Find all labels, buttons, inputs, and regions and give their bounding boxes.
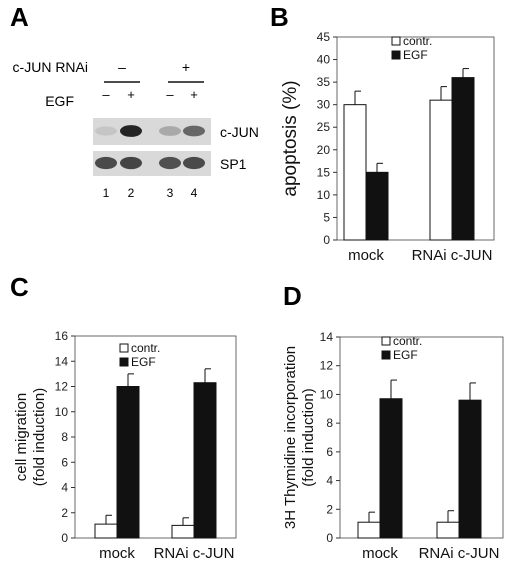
category-label-b-0: mock bbox=[348, 247, 384, 264]
chart-panel-d: 0 2 4 6 8 10 12 14 3H Thymidine incorporation (fo… bbox=[282, 330, 504, 561]
rnai-label: c-JUN RNAi bbox=[13, 59, 88, 75]
y-tick-label-b-5: 5 bbox=[323, 210, 330, 224]
y-axis-title-b: apoptosis (%) bbox=[280, 80, 301, 196]
y-tick-label-c-8: 8 bbox=[61, 430, 68, 444]
bar-b-rnai-c-jun-egf bbox=[451, 77, 475, 241]
panel-label-d: D bbox=[283, 281, 302, 311]
y-tick-label-b-0: 0 bbox=[323, 233, 330, 247]
lane-number-3: 3 bbox=[167, 186, 174, 200]
legend-swatch-b-1 bbox=[391, 50, 401, 60]
legend-label-c-0: contr. bbox=[131, 341, 160, 355]
band-label-c-jun: c-JUN bbox=[220, 124, 259, 140]
category-label-c-1: RNAi c-JUN bbox=[154, 545, 235, 561]
egf-sign-lane-4: + bbox=[190, 87, 198, 102]
y-tick-label-c-6: 6 bbox=[61, 455, 68, 469]
y-tick-label-b-45: 45 bbox=[317, 30, 331, 44]
band-c-jun-lane-3 bbox=[159, 126, 181, 136]
y-tick-label-c-4: 4 bbox=[61, 481, 68, 495]
panel-a-western-blot: c-JUN RNAi – + EGF – + – + c-JUN SP1 1 2… bbox=[13, 59, 259, 200]
band-sp1-lane-4 bbox=[183, 156, 205, 170]
lane-number-1: 1 bbox=[103, 186, 110, 200]
lane-number-4: 4 bbox=[191, 186, 198, 200]
y-tick-label-c-14: 14 bbox=[55, 354, 69, 368]
panel-label-c: C bbox=[10, 272, 29, 302]
panel-label-a: A bbox=[10, 2, 29, 32]
legend-label-d-0: contr. bbox=[393, 334, 422, 348]
bar-c-rnai-c-jun-contr bbox=[171, 524, 195, 539]
y-tick-label-c-10: 10 bbox=[55, 405, 69, 419]
chart-panel-b: 0 5 10 15 20 25 30 35 40 45 apoptosis (%) mock RNAi … bbox=[280, 30, 495, 264]
y-tick-label-b-35: 35 bbox=[317, 75, 331, 89]
bar-b-mock-egf bbox=[365, 171, 389, 241]
y-tick-label-c-16: 16 bbox=[55, 329, 69, 343]
rnai-sign-2: + bbox=[182, 59, 190, 75]
y-tick-label-d-10: 10 bbox=[320, 387, 334, 401]
egf-sign-lane-2: + bbox=[127, 87, 135, 102]
y-tick-label-d-2: 2 bbox=[326, 502, 333, 516]
y-tick-label-d-14: 14 bbox=[320, 330, 334, 344]
rnai-sign-1: – bbox=[118, 59, 126, 75]
y-tick-label-b-15: 15 bbox=[317, 165, 331, 179]
category-label-d-1: RNAi c-JUN bbox=[419, 545, 500, 561]
plot-frame-d bbox=[339, 336, 504, 539]
band-c-jun-lane-2 bbox=[120, 125, 142, 137]
band-label-sp1: SP1 bbox=[220, 156, 247, 172]
y-axis-title-c: cell migration bbox=[13, 393, 30, 481]
legend-label-d-1: EGF bbox=[393, 348, 418, 362]
legend-label-b-0: contr. bbox=[403, 34, 432, 48]
category-label-b-1: RNAi c-JUN bbox=[412, 247, 493, 264]
y-axis-subtitle-d: (fold induction) bbox=[300, 388, 317, 486]
blot-bands bbox=[95, 125, 205, 170]
band-sp1-lane-1 bbox=[95, 156, 117, 170]
bar-b-rnai-c-jun-contr bbox=[429, 99, 453, 241]
band-c-jun-lane-1 bbox=[95, 126, 117, 136]
y-tick-label-d-0: 0 bbox=[326, 531, 333, 545]
y-axis-subtitle-c: (fold induction) bbox=[31, 388, 48, 486]
bar-b-mock-contr bbox=[343, 104, 367, 241]
y-tick-label-b-10: 10 bbox=[317, 188, 331, 202]
band-sp1-lane-3 bbox=[159, 156, 181, 170]
egf-sign-lane-1: – bbox=[102, 87, 110, 102]
band-sp1-lane-2 bbox=[120, 156, 142, 170]
egf-sign-lane-3: – bbox=[166, 87, 174, 102]
legend-label-b-1: EGF bbox=[403, 48, 428, 62]
egf-label: EGF bbox=[45, 93, 74, 109]
y-tick-label-c-12: 12 bbox=[55, 380, 69, 394]
legend-swatch-b-0 bbox=[391, 36, 401, 46]
y-tick-label-d-6: 6 bbox=[326, 445, 333, 459]
band-c-jun-lane-4 bbox=[183, 125, 205, 137]
bar-d-rnai-c-jun-contr bbox=[436, 521, 460, 539]
y-tick-label-b-25: 25 bbox=[317, 120, 331, 134]
y-axis-title-d: 3H Thymidine incorporation bbox=[282, 346, 299, 529]
chart-panel-c: 0 2 4 6 8 10 12 14 16 cell migration (fold inducti… bbox=[13, 329, 237, 561]
legend-label-c-1: EGF bbox=[131, 355, 156, 369]
legend-swatch-d-1 bbox=[381, 350, 391, 360]
y-tick-label-c-0: 0 bbox=[61, 531, 68, 545]
legend-swatch-d-0 bbox=[381, 336, 391, 346]
y-tick-label-b-30: 30 bbox=[317, 98, 331, 112]
legend-swatch-c-0 bbox=[119, 343, 129, 353]
category-label-d-0: mock bbox=[362, 545, 398, 561]
bar-c-mock-egf bbox=[116, 386, 140, 539]
y-tick-label-d-12: 12 bbox=[320, 359, 334, 373]
category-label-c-0: mock bbox=[99, 545, 135, 561]
y-tick-label-d-4: 4 bbox=[326, 474, 333, 488]
lane-number-2: 2 bbox=[128, 186, 135, 200]
y-tick-label-c-2: 2 bbox=[61, 506, 68, 520]
bar-d-mock-egf bbox=[379, 398, 403, 539]
bar-d-mock-contr bbox=[357, 521, 381, 539]
y-tick-label-d-8: 8 bbox=[326, 416, 333, 430]
bar-d-rnai-c-jun-egf bbox=[458, 399, 482, 539]
legend-swatch-c-1 bbox=[119, 357, 129, 367]
y-tick-label-b-20: 20 bbox=[317, 143, 331, 157]
bar-c-mock-contr bbox=[94, 523, 118, 539]
plot-frame-b bbox=[336, 36, 495, 241]
panel-label-b: B bbox=[270, 2, 289, 32]
bar-c-rnai-c-jun-egf bbox=[193, 382, 217, 539]
y-tick-label-b-40: 40 bbox=[317, 53, 331, 67]
